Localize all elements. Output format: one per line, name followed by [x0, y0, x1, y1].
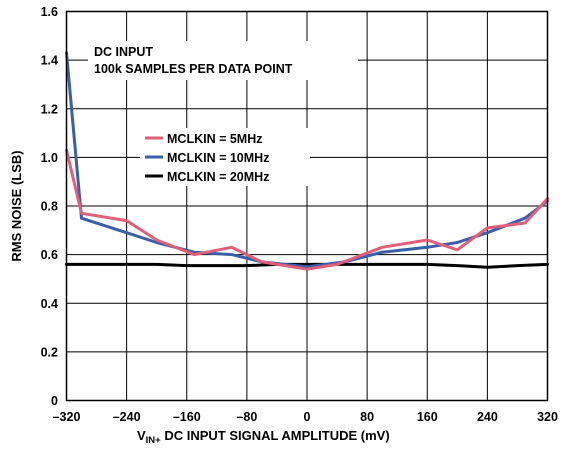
y-tick-label: 1.6 [41, 5, 58, 19]
x-tick-label: 320 [537, 410, 558, 424]
x-tick-label: –80 [236, 410, 257, 424]
y-axis-label: RMS NOISE (LSB) [9, 150, 24, 261]
y-tick-label: 0.8 [41, 200, 58, 214]
x-tick-label: 160 [417, 410, 438, 424]
y-tick-label: 0 [51, 394, 58, 408]
y-tick-label: 0.6 [41, 248, 58, 262]
x-tick-label: –240 [113, 410, 141, 424]
series-line-mclkin-20mhz [65, 262, 549, 269]
series-lines [65, 51, 549, 271]
x-axis-label: VIN+ DC INPUT SIGNAL AMPLITUDE (mV) [137, 428, 390, 446]
x-tick-label: 0 [304, 410, 311, 424]
plot-frame [65, 10, 549, 402]
x-tick-label: 80 [360, 410, 374, 424]
annotation-dc-input: DC INPUT [94, 45, 153, 59]
x-tick-labels: –320 –240 –160 –80 0 80 160 240 320 [53, 410, 558, 424]
legend-background [140, 128, 310, 186]
legend-label-10mhz: MCLKIN = 10MHz [167, 151, 269, 165]
x-tick-label: 240 [477, 410, 498, 424]
y-tick-label: 1.2 [41, 102, 58, 116]
legend-label-20mhz: MCLKIN = 20MHz [167, 170, 269, 184]
y-tick-label: 1.0 [41, 151, 58, 165]
annotation-samples: 100k SAMPLES PER DATA POINT [94, 62, 293, 76]
legend: MCLKIN = 5MHz MCLKIN = 10MHz MCLKIN = 20… [140, 128, 310, 186]
x-axis-label-rest: DC INPUT SIGNAL AMPLITUDE (mV) [161, 428, 390, 443]
y-tick-label: 0.2 [41, 345, 58, 359]
x-tick-label: –160 [173, 410, 201, 424]
x-axis-label-v: V [137, 428, 146, 443]
x-tick-label: –320 [53, 410, 81, 424]
y-tick-labels: 0 0.2 0.4 0.6 0.8 1.0 1.2 1.4 1.6 [41, 5, 58, 408]
x-axis-label-subscript: IN+ [146, 435, 162, 446]
y-tick-label: 1.4 [41, 54, 58, 68]
series-line-mclkin-5mhz [65, 148, 549, 271]
legend-label-5mhz: MCLKIN = 5MHz [167, 132, 263, 146]
y-tick-label: 0.4 [41, 297, 58, 311]
annotation-background [88, 41, 358, 80]
